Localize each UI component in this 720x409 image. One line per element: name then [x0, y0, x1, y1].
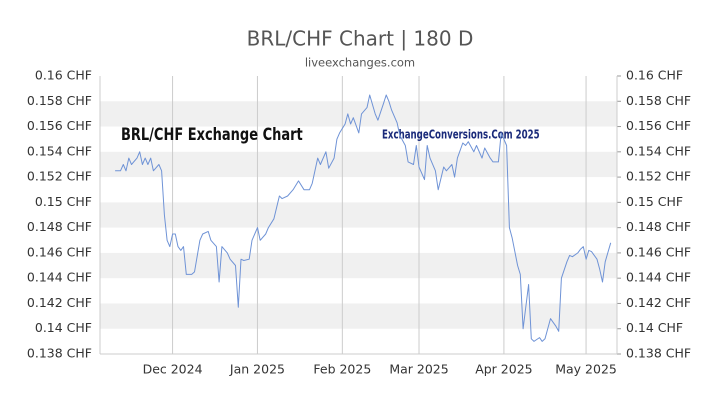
grid-band	[100, 303, 617, 329]
price-line	[115, 94, 612, 342]
y-tick-label: 0.15 CHF	[35, 194, 92, 209]
y2-tick-label: 0.152 CHF	[626, 169, 691, 184]
chart-subtitle: liveexchanges.com	[305, 56, 415, 70]
x-tick-label: Jan 2025	[229, 362, 285, 377]
x-tick-label: Dec 2024	[143, 362, 203, 377]
y-tick-label: 0.142 CHF	[27, 295, 92, 310]
y-tick-label: 0.138 CHF	[27, 346, 92, 361]
grid-band	[100, 151, 617, 178]
y2-tick-label: 0.148 CHF	[626, 219, 691, 234]
y2-tick-label: 0.158 CHF	[626, 93, 691, 108]
y-tick-label: 0.16 CHF	[35, 68, 92, 83]
y-tick-label: 0.14 CHF	[35, 320, 92, 335]
y2-tick-label: 0.15 CHF	[626, 194, 683, 209]
grid-band	[100, 101, 617, 127]
y-tick-label: 0.158 CHF	[27, 93, 92, 108]
y-tick-label: 0.144 CHF	[27, 270, 92, 285]
y2-tick-label: 0.154 CHF	[626, 143, 691, 158]
y-tick-label: 0.148 CHF	[27, 219, 92, 234]
x-tick-label: Mar 2025	[389, 362, 448, 377]
y2-tick-label: 0.142 CHF	[626, 295, 691, 310]
y2-tick-label: 0.138 CHF	[626, 346, 691, 361]
y-tick-label: 0.152 CHF	[27, 169, 92, 184]
y2-tick-label: 0.16 CHF	[626, 68, 683, 83]
grid-band	[100, 252, 617, 279]
x-tick-label: May 2025	[555, 362, 617, 377]
y2-tick-label: 0.14 CHF	[626, 320, 683, 335]
x-tick-label: Feb 2025	[313, 362, 371, 377]
watermark: ExchangeConversions.Com 2025	[382, 128, 540, 142]
y-tick-label: 0.146 CHF	[27, 244, 92, 259]
y2-tick-label: 0.144 CHF	[626, 270, 691, 285]
y-tick-label: 0.154 CHF	[27, 143, 92, 158]
chart-title: BRL/CHF Chart | 180 D	[247, 27, 474, 51]
grid-band	[100, 202, 617, 228]
watermark: BRL/CHF Exchange Chart	[121, 124, 303, 144]
y2-tick-label: 0.156 CHF	[626, 118, 691, 133]
y-tick-label: 0.156 CHF	[27, 118, 92, 133]
x-tick-label: Apr 2025	[475, 362, 532, 377]
y2-tick-label: 0.146 CHF	[626, 244, 691, 259]
